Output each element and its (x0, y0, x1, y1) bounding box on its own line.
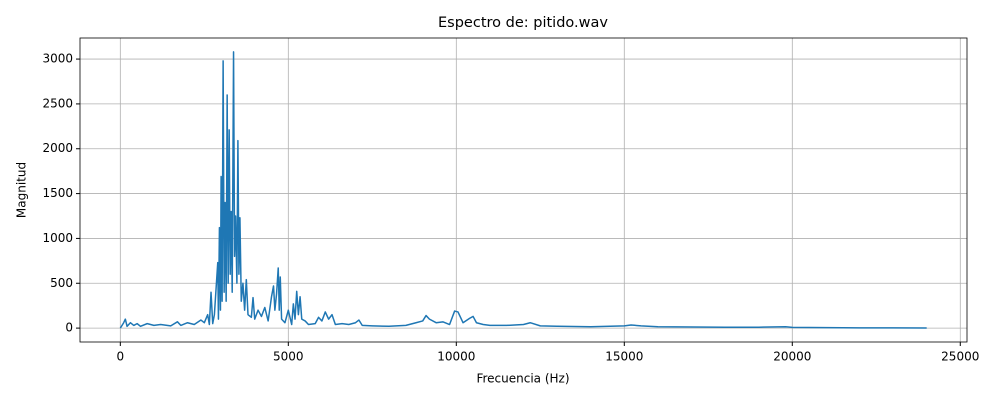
y-tick-label: 0 (65, 321, 73, 335)
x-tick-label: 20000 (773, 350, 811, 364)
x-tick-label: 10000 (437, 350, 475, 364)
y-tick-label: 2500 (42, 96, 73, 110)
y-tick-label: 500 (50, 276, 73, 290)
chart-title: Espectro de: pitido.wav (438, 15, 608, 31)
y-tick-label: 1500 (42, 186, 73, 200)
y-tick-label: 1000 (42, 231, 73, 245)
x-tick-label: 0 (116, 350, 124, 364)
spectrum-line (119, 51, 927, 329)
y-axis-label: Magnitud (15, 162, 29, 218)
x-tick-label: 5000 (273, 350, 304, 364)
y-tick-label: 2000 (42, 141, 73, 155)
x-tick-label: 15000 (605, 350, 643, 364)
axes-frame (79, 37, 968, 343)
y-tick-label: 3000 (42, 52, 73, 66)
x-axis-label: Frecuencia (Hz) (476, 372, 569, 386)
x-tick-label: 25000 (941, 350, 979, 364)
